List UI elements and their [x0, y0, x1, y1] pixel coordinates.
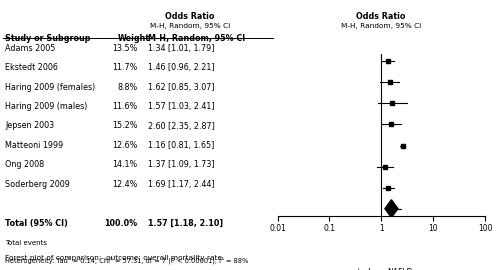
Text: Adams 2005: Adams 2005	[5, 44, 56, 53]
Text: Matteoni 1999: Matteoni 1999	[5, 141, 63, 150]
Text: 12.4%: 12.4%	[112, 180, 138, 189]
Text: Haring 2009 (males): Haring 2009 (males)	[5, 102, 87, 111]
Text: 1.34 [1.01, 1.79]: 1.34 [1.01, 1.79]	[148, 44, 214, 53]
Text: Forest plot of comparison:  outcome: overall mortality rate.: Forest plot of comparison: outcome: over…	[5, 255, 224, 261]
Text: 1.69 [1.17, 2.44]: 1.69 [1.17, 2.44]	[148, 180, 214, 189]
Text: 100.0%: 100.0%	[104, 219, 138, 228]
Text: Total events: Total events	[5, 240, 47, 246]
Text: Weight: Weight	[118, 34, 150, 43]
Text: Soderberg 2009: Soderberg 2009	[5, 180, 70, 189]
Text: 2.60 [2.35, 2.87]: 2.60 [2.35, 2.87]	[148, 122, 214, 130]
Text: 1.57 [1.03, 2.41]: 1.57 [1.03, 2.41]	[148, 102, 214, 111]
Text: Ong 2008: Ong 2008	[5, 160, 44, 169]
Text: 11.6%: 11.6%	[112, 102, 138, 111]
Text: Odds Ratio: Odds Ratio	[356, 12, 406, 21]
Text: 1.46 [0.96, 2.21]: 1.46 [0.96, 2.21]	[148, 63, 214, 72]
Text: Haring 2009 (females): Haring 2009 (females)	[5, 83, 95, 92]
Text: 14.1%: 14.1%	[112, 160, 138, 169]
Text: controls: controls	[344, 268, 375, 270]
Text: 15.2%: 15.2%	[112, 122, 138, 130]
Text: NAFLD: NAFLD	[388, 268, 413, 270]
Text: Total (95% CI): Total (95% CI)	[5, 219, 68, 228]
Text: 1.57 [1.18, 2.10]: 1.57 [1.18, 2.10]	[148, 219, 222, 228]
Text: Ekstedt 2006: Ekstedt 2006	[5, 63, 58, 72]
Text: M-H, Random, 95% CI: M-H, Random, 95% CI	[148, 34, 245, 43]
Text: 8.8%: 8.8%	[117, 83, 138, 92]
Text: 1.16 [0.81, 1.65]: 1.16 [0.81, 1.65]	[148, 141, 214, 150]
Text: Jepsen 2003: Jepsen 2003	[5, 122, 54, 130]
Text: Study or Subgroup: Study or Subgroup	[5, 34, 90, 43]
Text: Heterogeneity: Tau² = 0.14; Chi² = 57.31, df = 7 (P < 0.00001); I² = 88%: Heterogeneity: Tau² = 0.14; Chi² = 57.31…	[5, 256, 248, 264]
Text: M-H, Random, 95% CI: M-H, Random, 95% CI	[150, 23, 230, 29]
Text: 12.6%: 12.6%	[112, 141, 138, 150]
Text: Odds Ratio: Odds Ratio	[166, 12, 214, 21]
Text: 11.7%: 11.7%	[112, 63, 138, 72]
Text: M-H, Random, 95% CI: M-H, Random, 95% CI	[341, 23, 421, 29]
Text: 1.62 [0.85, 3.07]: 1.62 [0.85, 3.07]	[148, 83, 214, 92]
Text: 13.5%: 13.5%	[112, 44, 138, 53]
Text: 1.37 [1.09, 1.73]: 1.37 [1.09, 1.73]	[148, 160, 214, 169]
Polygon shape	[385, 200, 398, 218]
